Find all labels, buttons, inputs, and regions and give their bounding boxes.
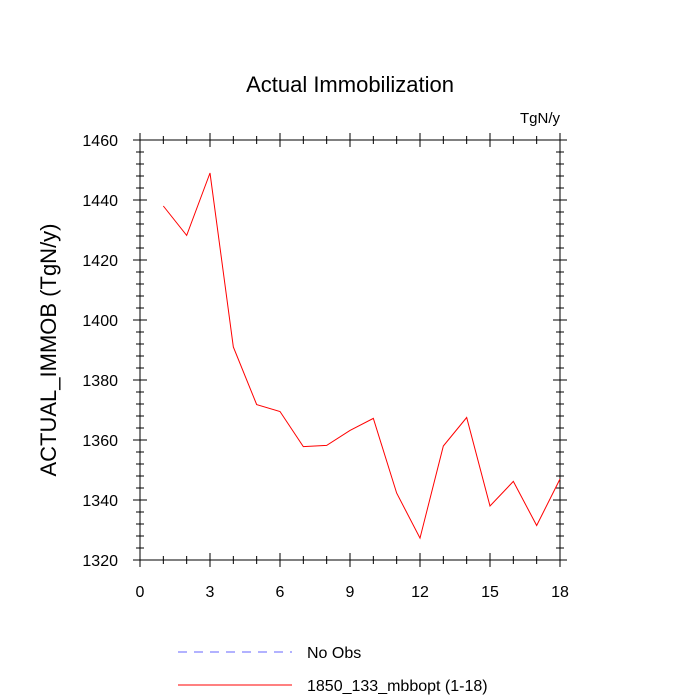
axis-ticks [133,133,567,567]
x-tick-label: 3 [206,584,215,601]
x-tick-label: 9 [346,584,355,601]
legend: No Obs 1850_133_mbbopt (1-18) [178,645,488,695]
legend-label-0: No Obs [307,645,361,662]
y-tick-label: 1340 [82,493,118,510]
y-tick-label: 1460 [82,133,118,150]
y-tick-label: 1360 [82,433,118,450]
x-tick-label: 12 [411,584,429,601]
y-tick-label: 1440 [82,193,118,210]
chart-title: Actual Immobilization [246,72,454,97]
legend-label-1: 1850_133_mbbopt (1-18) [307,678,488,695]
x-tick-label: 15 [481,584,499,601]
series-line-0 [162,172,561,540]
x-tick-label: 0 [136,584,145,601]
y-tick-label: 1380 [82,373,118,390]
x-tick-label: 6 [276,584,285,601]
axis-tick-labels: 0 3 6 9 12 15 18 1320 1340 1360 1380 1400 1420 1440 14… [82,133,569,601]
y-tick-label: 1400 [82,313,118,330]
x-tick-label: 18 [551,584,569,601]
y-tick-label: 1320 [82,553,118,570]
series-layer [162,172,561,540]
units-label: TgN/y [520,110,561,127]
plot-frame [139,139,561,561]
y-axis-label: ACTUAL_IMMOB (TgN/y) [36,223,61,476]
y-tick-label: 1420 [82,253,118,270]
